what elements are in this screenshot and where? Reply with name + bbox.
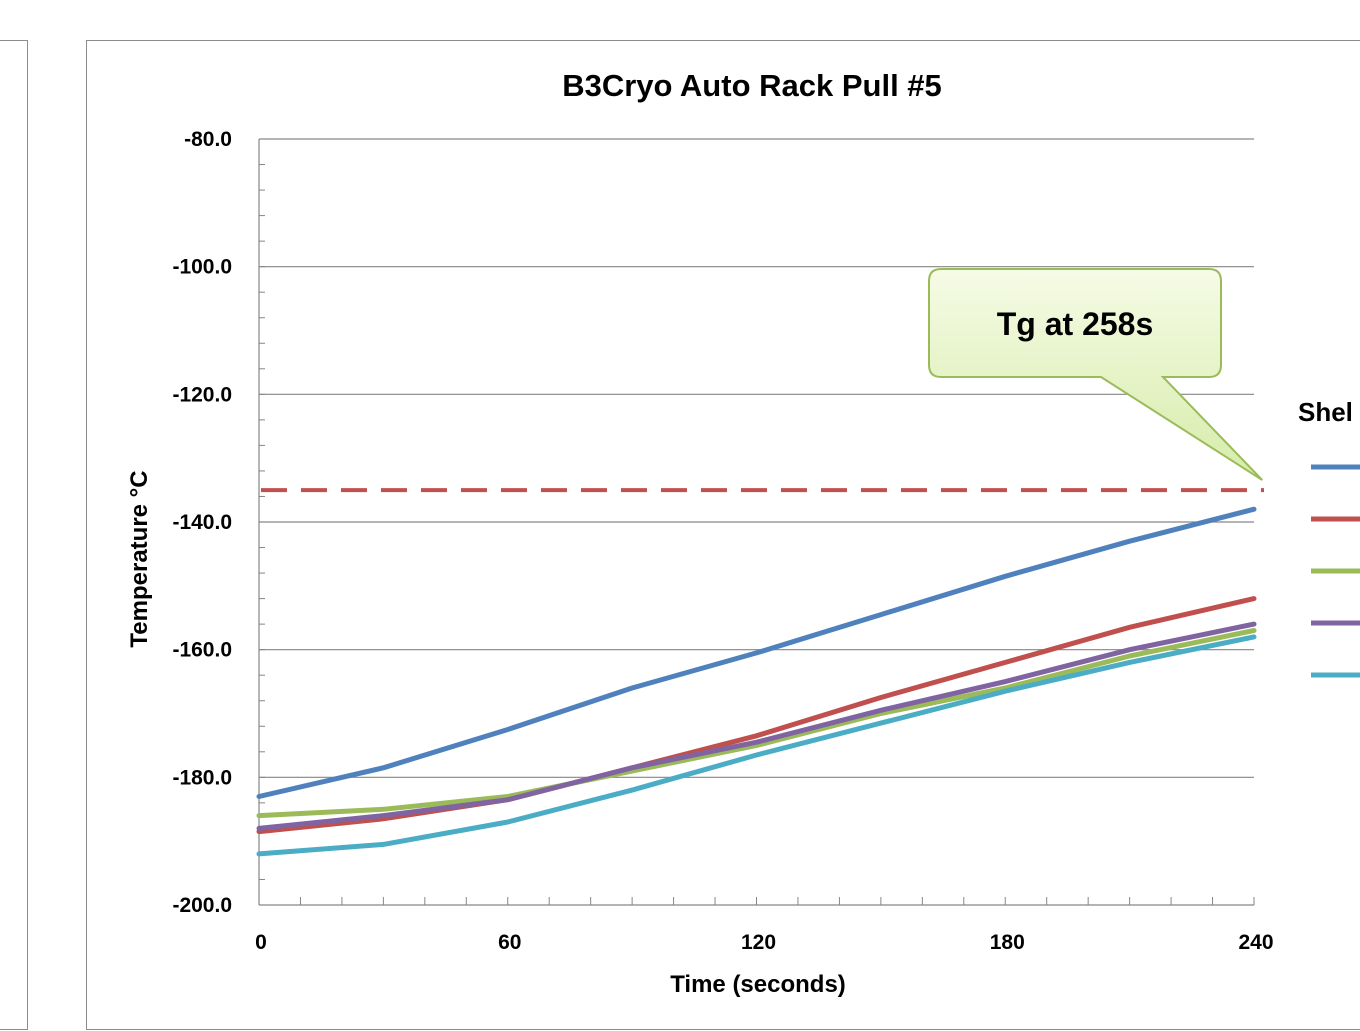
- series-layer: [259, 509, 1254, 854]
- chart-svg: B3Cryo Auto Rack Pull #5 -80.0 -100.0 -120…: [87, 41, 1360, 1031]
- x-tick-label-2: 120: [741, 931, 776, 954]
- chart-frame: B3Cryo Auto Rack Pull #5 -80.0 -100.0 -120…: [86, 40, 1360, 1030]
- callout-bubble: Tg at 258s: [929, 269, 1262, 480]
- y-tick-label-0: -80.0: [184, 128, 232, 151]
- y-tick-label-3: -140.0: [172, 511, 232, 534]
- grid-layer: [259, 139, 1254, 905]
- x-tick-label-1: 60: [498, 931, 521, 954]
- legend: [1311, 467, 1360, 675]
- left-panel: 0 3: [0, 40, 28, 1030]
- x-tick-label-4: 240: [1238, 931, 1273, 954]
- callout-shape: [929, 269, 1262, 480]
- x-axis-label: Time (seconds): [670, 971, 846, 998]
- y-tick-label-2: -120.0: [172, 383, 232, 406]
- y-tick-labels: -80.0 -100.0 -120.0 -140.0 -160.0 -180.0 -200.…: [172, 128, 232, 917]
- x-tick-label-3: 180: [990, 931, 1025, 954]
- callout-text: Tg at 258s: [997, 306, 1154, 342]
- y-tick-label-4: -160.0: [172, 639, 232, 662]
- chart-title: B3Cryo Auto Rack Pull #5: [562, 68, 942, 103]
- y-tick-label-6: -200.0: [172, 894, 232, 917]
- legend-title: Shel: [1298, 397, 1353, 427]
- x-tick-labels: 0 60 120 180 240: [255, 931, 1273, 954]
- series-line-2: [259, 599, 1254, 832]
- y-axis-label: Temperature °C: [126, 470, 153, 647]
- x-tick-label-0: 0: [255, 931, 267, 954]
- y-tick-label-1: -100.0: [172, 256, 232, 279]
- y-tick-label-5: -180.0: [172, 766, 232, 789]
